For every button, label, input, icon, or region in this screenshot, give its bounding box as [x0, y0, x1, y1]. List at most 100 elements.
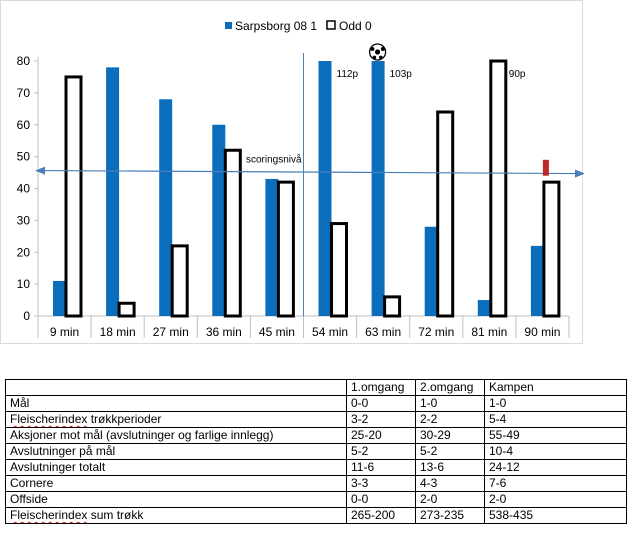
bar-sarpsborg — [477, 300, 491, 316]
table-row-label: Offside — [5, 491, 347, 508]
table-header-cell — [5, 379, 347, 396]
y-tick-label: 20 — [17, 245, 31, 259]
bar-odd — [489, 59, 508, 318]
ball-patch — [375, 49, 381, 55]
table-cell: 3-3 — [346, 475, 416, 492]
spellcheck-word: Fleischerindex — [10, 412, 88, 427]
y-tick-label: 10 — [17, 277, 31, 291]
table-cell: 265-200 — [346, 507, 416, 524]
bar-sarpsborg — [53, 280, 66, 316]
stats-table: 1.omgang 2.omgang Kampen Mål 0-0 1-0 1-0 Fleisc… — [5, 379, 627, 524]
table-cell: 13-6 — [415, 459, 485, 476]
x-tick-label: 45 min — [259, 325, 295, 339]
spellcheck-word: Fleischerindex — [10, 508, 88, 523]
bar-odd — [542, 180, 561, 318]
ball-patch — [370, 47, 375, 51]
x-tick-label: 81 min — [471, 325, 507, 339]
table-row: Avslutninger totalt 11-6 13-6 24-12 — [5, 459, 627, 476]
threshold-arrow-right — [575, 169, 584, 178]
bar-odd — [170, 244, 189, 318]
legend-swatch-sarpsborg — [225, 22, 232, 29]
bar-odd — [276, 180, 295, 318]
overflow-label: 103p — [390, 69, 413, 80]
ball-patch — [380, 47, 385, 51]
legend-label-odd: Odd 0 — [339, 19, 372, 33]
x-tick-label: 90 min — [524, 325, 560, 339]
table-cell: 4-3 — [415, 475, 485, 492]
table-cell: 24-12 — [484, 459, 627, 476]
x-tick-label: 63 min — [365, 325, 401, 339]
table-cell: 273-235 — [415, 507, 485, 524]
table-row-label: Cornere — [5, 475, 347, 492]
bar-sarpsborg — [265, 178, 279, 316]
chart-annotations: scoringsnivå 112p 103p 90p — [35, 43, 584, 316]
table-row-label: Fleischerindex sum trøkk — [5, 507, 347, 524]
bar-sarpsborg — [371, 61, 385, 316]
bar-sarpsborg — [424, 226, 438, 316]
bar-odd — [223, 148, 242, 318]
table-cell: 5-2 — [415, 443, 485, 460]
table-cell: 2-2 — [415, 411, 485, 428]
table-row: Mål 0-0 1-0 1-0 — [5, 395, 627, 412]
overflow-label: 90p — [509, 69, 526, 80]
chart-bars — [53, 59, 561, 318]
bar-sarpsborg — [159, 99, 173, 316]
bar-odd — [117, 301, 136, 318]
y-tick-label: 0 — [23, 309, 30, 323]
ball-patch — [372, 55, 377, 60]
table-row: Fleischerindex sum trøkk 265-200 273-235 53… — [5, 507, 627, 524]
legend: Sarpsborg 08 1 Odd 0 — [225, 19, 372, 33]
table-row-label: Fleischerindex trøkkperioder — [5, 411, 347, 428]
table-row-label: Mål — [5, 395, 347, 412]
x-tick-label: 54 min — [312, 325, 348, 339]
bar-odd — [330, 222, 348, 318]
threshold-label: scoringsnivå — [246, 154, 302, 166]
threshold-line — [42, 169, 578, 175]
table-cell: 10-4 — [484, 443, 627, 460]
bar-odd — [436, 110, 455, 318]
x-tick-label: 36 min — [206, 325, 242, 339]
table-cell: 1-0 — [415, 395, 485, 412]
table-cell: 0-0 — [346, 491, 416, 508]
table-header-cell: 2.omgang — [415, 379, 485, 396]
table-header-row: 1.omgang 2.omgang Kampen — [5, 379, 627, 396]
table-cell: 5-2 — [346, 443, 416, 460]
table-cell: 0-0 — [346, 395, 416, 412]
table-cell: 5-4 — [484, 411, 627, 428]
table-header-cell: Kampen — [484, 379, 627, 396]
x-tick-label: 9 min — [50, 325, 79, 339]
bar-odd — [383, 295, 402, 318]
table-row: Avslutninger på mål 5-2 5-2 10-4 — [5, 443, 627, 460]
table-cell: 7-6 — [484, 475, 627, 492]
table-cell: 30-29 — [415, 427, 485, 444]
table-cell: 1-0 — [484, 395, 627, 412]
table-row-label: Avslutninger totalt — [5, 459, 347, 476]
table-row-label: Aksjoner mot mål (avslutninger og farlig… — [5, 427, 347, 444]
table-cell: 2-0 — [415, 491, 485, 508]
threshold-arrow-left — [35, 166, 45, 175]
table-row: Fleischerindex trøkkperioder 3-2 2-2 5-4 — [5, 411, 627, 428]
bar-sarpsborg — [318, 61, 332, 316]
red-marker — [542, 159, 549, 176]
bar-sarpsborg — [106, 67, 120, 316]
y-tick-label: 70 — [17, 86, 31, 100]
ball-patch — [379, 55, 383, 60]
table-row: Offside 0-0 2-0 2-0 — [5, 491, 627, 508]
x-tick-label: 72 min — [418, 325, 454, 339]
bar-chart: Sarpsborg 08 1 Odd 0 0 10 20 30 40 50 60 70 80 9 m… — [17, 19, 584, 339]
chart-frame: Sarpsborg 08 1 Odd 0 0 10 20 30 40 50 60 70 80 9 m… — [0, 0, 584, 344]
table-cell: 538-435 — [484, 507, 627, 524]
bar-odd — [64, 75, 83, 318]
table-row: Aksjoner mot mål (avslutninger og farlig… — [5, 427, 627, 444]
table-cell: 3-2 — [346, 411, 416, 428]
overflow-label: 112p — [337, 69, 359, 80]
y-tick-label: 40 — [17, 182, 31, 196]
x-tick-label: 18 min — [100, 325, 136, 339]
legend-label-sarpsborg: Sarpsborg 08 1 — [235, 19, 317, 33]
bar-sarpsborg — [212, 124, 226, 316]
table-cell: 55-49 — [484, 427, 627, 444]
table-cell: 2-0 — [484, 491, 627, 508]
x-tick-label: 27 min — [153, 325, 189, 339]
soccer-ball-icon — [368, 43, 387, 61]
table-row: Cornere 3-3 4-3 7-6 — [5, 475, 627, 492]
